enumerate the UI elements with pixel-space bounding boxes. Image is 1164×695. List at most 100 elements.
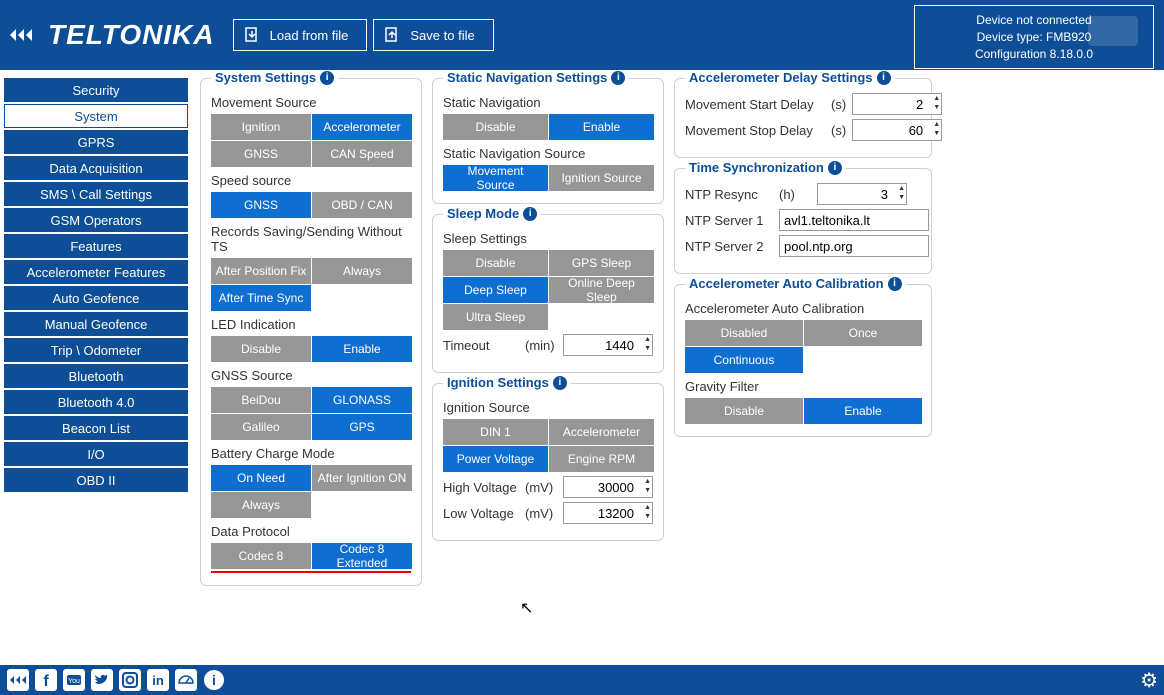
option-online-deep-sleep[interactable]: Online Deep Sleep [549, 277, 654, 303]
option-accelerometer[interactable]: Accelerometer [549, 419, 654, 445]
instagram-icon[interactable] [118, 668, 142, 692]
info-icon[interactable]: i [611, 71, 625, 85]
info-icon[interactable]: i [320, 71, 334, 85]
sidebar-item-manual-geofence[interactable]: Manual Geofence [4, 312, 188, 336]
option-gnss[interactable]: GNSS [211, 141, 311, 167]
sidebar-item-gprs[interactable]: GPRS [4, 130, 188, 154]
option-enable[interactable]: Enable [549, 114, 654, 140]
option-ignition-source[interactable]: Ignition Source [549, 165, 654, 191]
info-icon[interactable]: i [877, 71, 891, 85]
panel-title: Static Navigation Settings [447, 70, 607, 85]
option-gps[interactable]: GPS [312, 414, 412, 440]
option-on-need[interactable]: On Need [211, 465, 311, 491]
option-after-position-fix[interactable]: After Position Fix [211, 258, 311, 284]
option-after-time-sync[interactable]: After Time Sync [211, 285, 311, 311]
option-disable[interactable]: Disable [443, 114, 548, 140]
option-once[interactable]: Once [804, 320, 922, 346]
option-continuous[interactable]: Continuous [685, 347, 803, 373]
sidebar-item-bluetooth-4-0[interactable]: Bluetooth 4.0 [4, 390, 188, 414]
twitter-icon[interactable] [90, 668, 114, 692]
load-from-file-button[interactable]: Load from file [233, 19, 368, 51]
facebook-icon[interactable]: f [34, 668, 58, 692]
info-icon[interactable]: i [888, 277, 902, 291]
sidebar-item-gsm-operators[interactable]: GSM Operators [4, 208, 188, 232]
field-label: Battery Charge Mode [211, 446, 411, 461]
sidebar-item-system[interactable]: System [4, 104, 188, 128]
sidebar: SecuritySystemGPRSData AcquisitionSMS \ … [0, 70, 192, 665]
option-can-speed[interactable]: CAN Speed [312, 141, 412, 167]
sidebar-item-data-acquisition[interactable]: Data Acquisition [4, 156, 188, 180]
sidebar-item-beacon-list[interactable]: Beacon List [4, 416, 188, 440]
option-din-1[interactable]: DIN 1 [443, 419, 548, 445]
sidebar-item-sms-call-settings[interactable]: SMS \ Call Settings [4, 182, 188, 206]
option-disable[interactable]: Disable [211, 336, 311, 362]
option-glonass[interactable]: GLONASS [312, 387, 412, 413]
time-sync-panel: Time Synchronizationi NTP Resync(h)NTP S… [674, 168, 932, 274]
option-enable[interactable]: Enable [312, 336, 412, 362]
sidebar-item-auto-geofence[interactable]: Auto Geofence [4, 286, 188, 310]
sidebar-item-i-o[interactable]: I/O [4, 442, 188, 466]
option-codec-8-extended[interactable]: Codec 8 Extended [312, 543, 412, 569]
youtube-icon[interactable]: You [62, 668, 86, 692]
option-engine-rpm[interactable]: Engine RPM [549, 446, 654, 472]
panel-title: Accelerometer Delay Settings [689, 70, 873, 85]
numeric-input[interactable] [852, 119, 942, 141]
field-label: Movement Source [211, 95, 411, 110]
option-ultra-sleep[interactable]: Ultra Sleep [443, 304, 548, 330]
save-to-file-button[interactable]: Save to file [373, 19, 493, 51]
option-disable[interactable]: Disable [685, 398, 803, 424]
field-label: Movement Start Delay [685, 97, 825, 112]
text-input[interactable] [779, 235, 929, 257]
option-galileo[interactable]: Galileo [211, 414, 311, 440]
field-label: NTP Resync [685, 187, 773, 202]
settings-gear-icon[interactable]: ⚙ [1140, 668, 1158, 693]
numeric-input[interactable] [563, 334, 653, 356]
info-icon[interactable]: i [553, 376, 567, 390]
svg-text:in: in [152, 673, 164, 688]
linkedin-icon[interactable]: in [146, 668, 170, 692]
option-always[interactable]: Always [312, 258, 412, 284]
field-unit: (mV) [525, 480, 557, 495]
field-unit: (s) [831, 123, 846, 138]
option-accelerometer[interactable]: Accelerometer [312, 114, 412, 140]
svg-text:i: i [212, 672, 216, 688]
sidebar-item-obd-ii[interactable]: OBD II [4, 468, 188, 492]
option-beidou[interactable]: BeiDou [211, 387, 311, 413]
sidebar-item-accelerometer-features[interactable]: Accelerometer Features [4, 260, 188, 284]
option-gnss[interactable]: GNSS [211, 192, 311, 218]
numeric-input[interactable] [852, 93, 942, 115]
numeric-input[interactable] [563, 476, 653, 498]
sidebar-item-trip-odometer[interactable]: Trip \ Odometer [4, 338, 188, 362]
option-obd-can[interactable]: OBD / CAN [312, 192, 412, 218]
field-label: Speed source [211, 173, 411, 188]
panel-title: Ignition Settings [447, 375, 549, 390]
option-disable[interactable]: Disable [443, 250, 548, 276]
numeric-input[interactable] [817, 183, 907, 205]
option-gps-sleep[interactable]: GPS Sleep [549, 250, 654, 276]
info-icon[interactable]: i [523, 207, 537, 221]
option-codec-8[interactable]: Codec 8 [211, 543, 311, 569]
field-label: LED Indication [211, 317, 411, 332]
option-after-ignition-on[interactable]: After Ignition ON [312, 465, 412, 491]
option-always[interactable]: Always [211, 492, 311, 518]
field-label: Static Navigation [443, 95, 653, 110]
text-input[interactable] [779, 209, 929, 231]
sidebar-item-features[interactable]: Features [4, 234, 188, 258]
option-deep-sleep[interactable]: Deep Sleep [443, 277, 548, 303]
ignition-settings-panel: Ignition Settingsi Ignition SourceDIN 1A… [432, 383, 664, 541]
info-icon[interactable]: i [828, 161, 842, 175]
footer-logo-icon[interactable] [6, 668, 30, 692]
option-enable[interactable]: Enable [804, 398, 922, 424]
sidebar-item-bluetooth[interactable]: Bluetooth [4, 364, 188, 388]
option-power-voltage[interactable]: Power Voltage [443, 446, 548, 472]
option-disabled[interactable]: Disabled [685, 320, 803, 346]
field-label: Movement Stop Delay [685, 123, 825, 138]
option-ignition[interactable]: Ignition [211, 114, 311, 140]
footer-info-icon[interactable]: i [202, 668, 226, 692]
field-label: Static Navigation Source [443, 146, 653, 161]
dashboard-icon[interactable] [174, 668, 198, 692]
sidebar-item-security[interactable]: Security [4, 78, 188, 102]
option-movement-source[interactable]: Movement Source [443, 165, 548, 191]
numeric-input[interactable] [563, 502, 653, 524]
field-label: Timeout [443, 338, 519, 353]
